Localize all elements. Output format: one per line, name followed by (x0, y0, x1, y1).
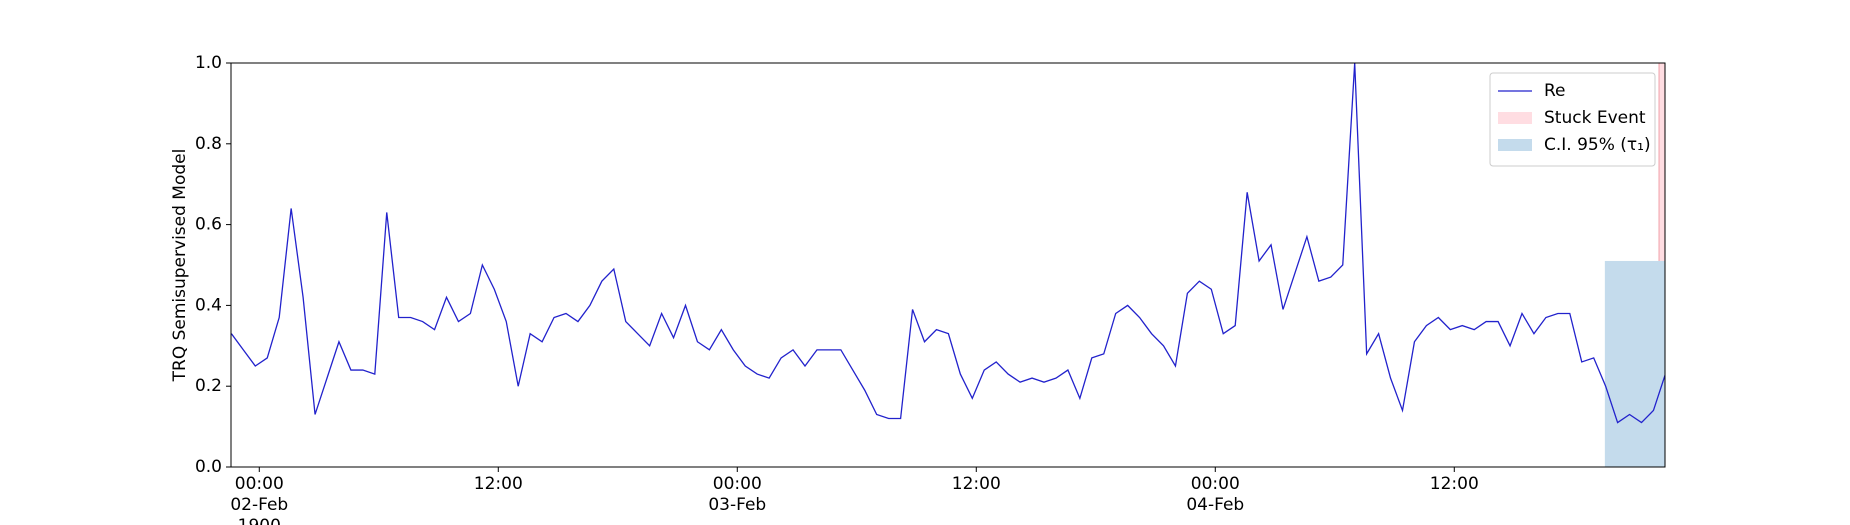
y-tick-label: 0.8 (195, 134, 222, 154)
shaded-span (1604, 260, 1665, 467)
legend-label: Stuck Event (1544, 108, 1646, 128)
legend-swatch (1498, 112, 1532, 124)
plot-frame (230, 62, 1666, 468)
legend-swatch (1498, 139, 1532, 151)
x-tick-label: 12:00 (951, 474, 1001, 494)
y-tick-label: 1.0 (195, 53, 222, 73)
x-tick-label: 00:00 02-Feb 1900 (230, 474, 289, 525)
y-tick-label: 0.2 (195, 376, 222, 396)
x-tick-label: 00:00 04-Feb (1186, 474, 1245, 515)
x-tick-label: 00:00 03-Feb (708, 474, 767, 515)
y-tick-label: 0.0 (195, 457, 222, 477)
x-tick-label: 12:00 (473, 474, 523, 494)
x-tick-label: 12:00 (1429, 474, 1479, 494)
y-tick-label: 0.4 (195, 295, 222, 315)
y-axis-label: TRQ Semisupervised Model (170, 149, 190, 383)
legend-label: Re (1544, 81, 1566, 101)
line-series (231, 63, 1665, 424)
legend-label: C.I. 95% (τ₁) (1544, 135, 1651, 155)
y-tick-label: 0.6 (195, 215, 222, 235)
